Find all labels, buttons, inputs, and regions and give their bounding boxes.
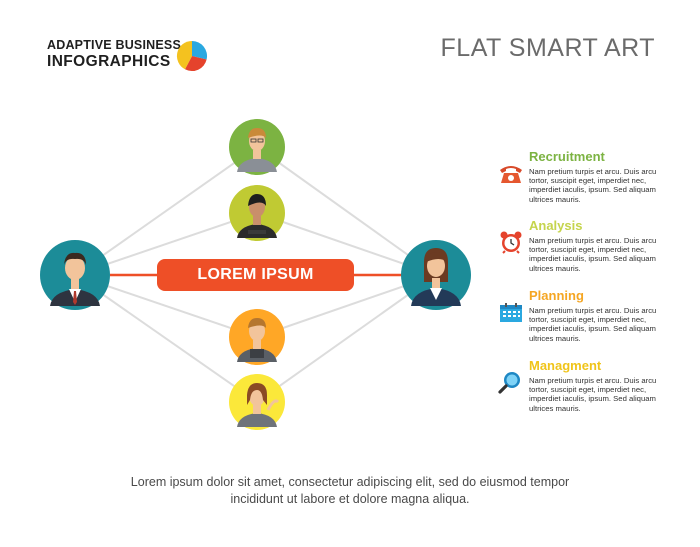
legend-text: Nam pretium turpis et arcu. Duis arcu to… <box>529 306 657 343</box>
legend-title: Recruitment <box>529 149 605 164</box>
alarm-clock-icon <box>500 231 522 254</box>
person-man-left <box>40 240 110 310</box>
person-green <box>229 119 285 175</box>
page-title: FLAT SMART ART <box>440 34 655 62</box>
legend-title: Managment <box>529 358 602 373</box>
telephone-icon <box>500 166 522 183</box>
magnifier-icon <box>498 372 520 394</box>
person-lime <box>229 185 285 241</box>
legend-title: Planning <box>529 288 584 303</box>
brand-line2: INFOGRAPHICS <box>47 53 171 70</box>
legend-title: Analysis <box>529 218 583 233</box>
brand-block: ADAPTIVE BUSINESS INFOGRAPHICS <box>47 38 181 71</box>
center-label: LOREM IPSUM <box>157 259 354 291</box>
legend-text: Nam pretium turpis et arcu. Duis arcu to… <box>529 376 657 413</box>
pie-logo-icon <box>176 40 208 72</box>
person-woman-right <box>401 240 471 310</box>
legend-text: Nam pretium turpis et arcu. Duis arcu to… <box>529 167 657 204</box>
footer-line1: Lorem ipsum dolor sit amet, consectetur … <box>130 475 570 489</box>
calendar-icon <box>500 303 522 322</box>
brand-line1: ADAPTIVE BUSINESS <box>47 38 181 52</box>
legend-text: Nam pretium turpis et arcu. Duis arcu to… <box>529 236 657 273</box>
connector-lines <box>74 146 437 403</box>
person-orange <box>229 309 285 365</box>
footer-text: Lorem ipsum dolor sit amet, consectetur … <box>60 474 640 508</box>
person-yellow <box>229 374 285 430</box>
footer-line2: incididunt ut labore et dolore magna ali… <box>230 492 470 506</box>
